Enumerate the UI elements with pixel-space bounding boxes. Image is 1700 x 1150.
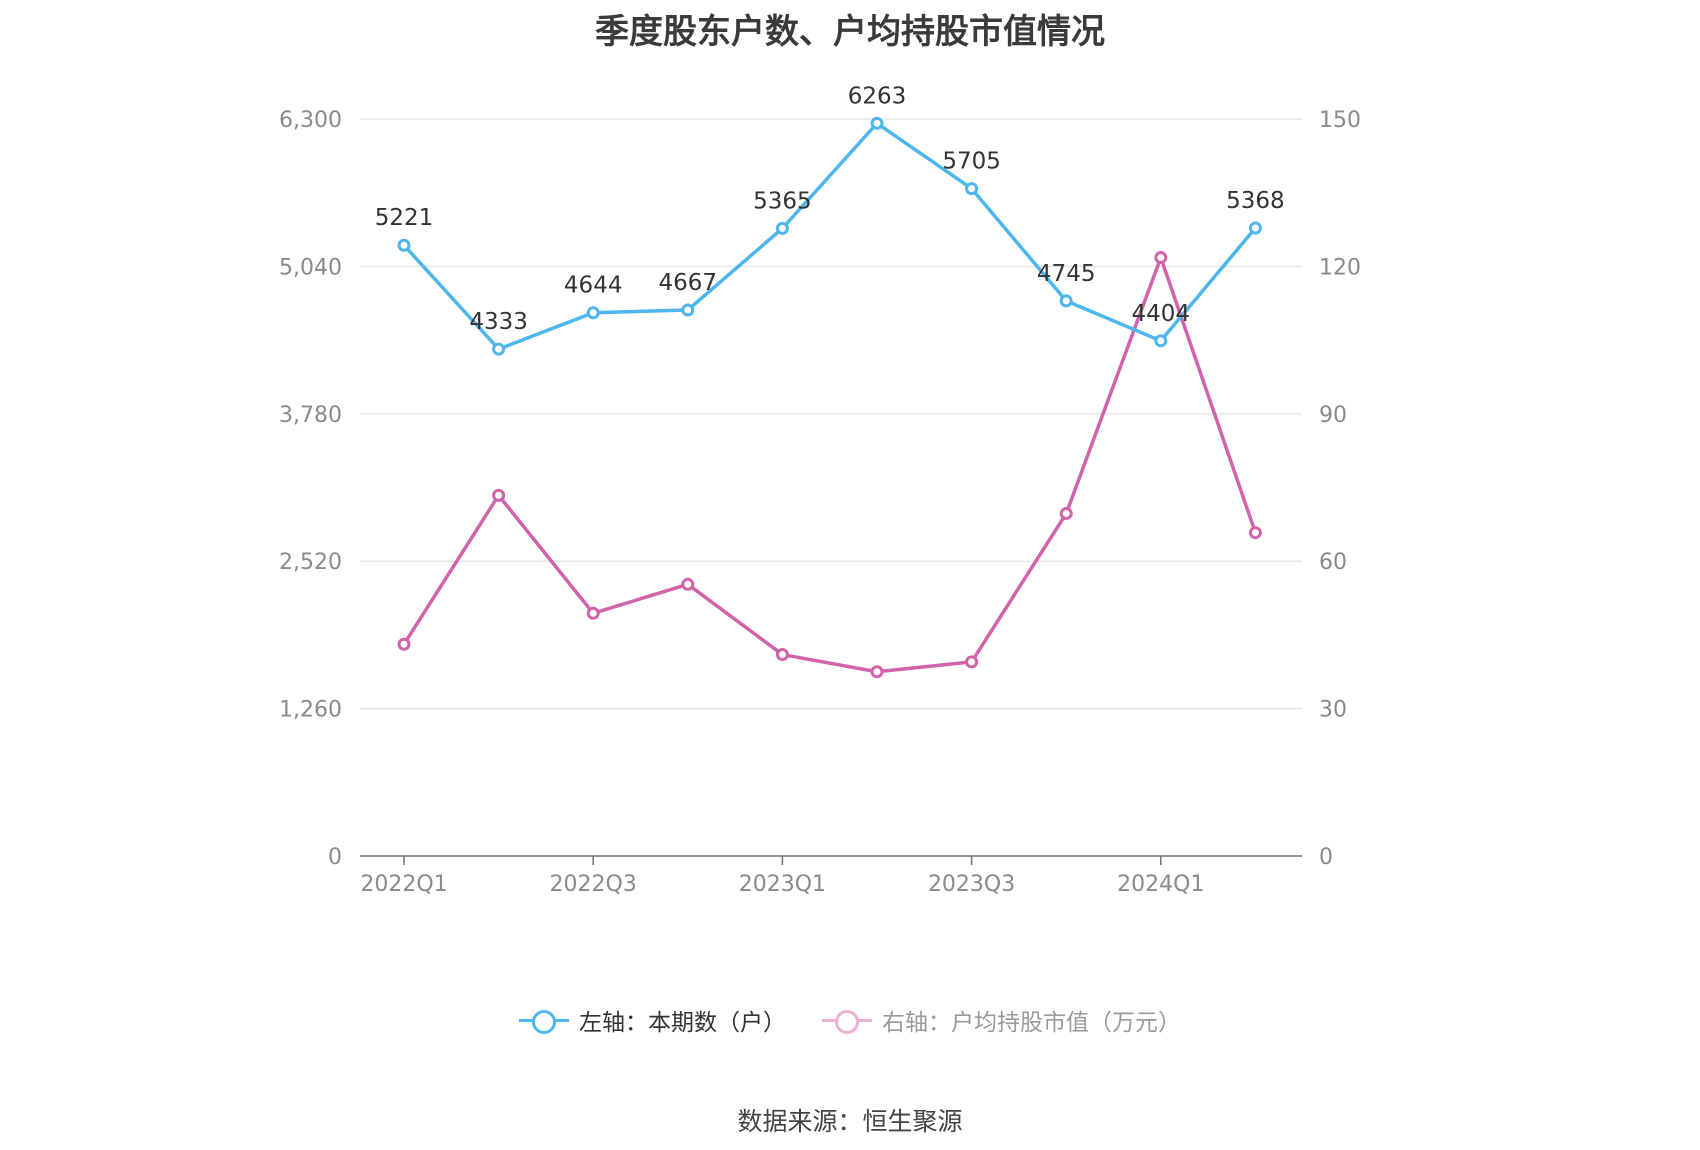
series-left-point [870, 116, 884, 130]
y-right-tick-label: 90 [1319, 403, 1347, 428]
data-label: 4404 [1132, 301, 1191, 327]
series-left-point [586, 306, 600, 320]
legend-line-icon [519, 1007, 569, 1034]
series-right-point [775, 648, 789, 662]
y-axis-right: 0 30 60 90 120 150 [1319, 108, 1361, 870]
y-axis-left: 0 1,260 2,520 3,780 5,040 6,300 [279, 108, 342, 870]
series-left-point [492, 342, 506, 356]
x-tick-label: 2023Q3 [928, 872, 1015, 897]
data-label: 5368 [1226, 188, 1285, 214]
series-right-point [397, 637, 411, 651]
y-right-tick-label: 0 [1319, 845, 1333, 870]
series-right-point [870, 665, 884, 679]
series-right-point [681, 577, 695, 591]
y-right-tick-label: 60 [1319, 550, 1347, 575]
series-right-line [402, 255, 1258, 674]
series-left-point [1248, 221, 1262, 235]
series-left-point [965, 182, 979, 196]
y-left-tick-label: 6,300 [279, 108, 342, 133]
data-label: 5221 [375, 205, 434, 231]
data-label: 4667 [659, 270, 718, 296]
y-right-tick-label: 120 [1319, 255, 1361, 280]
series-right-point [1059, 507, 1073, 521]
legend-label-left: 左轴：本期数（户） [579, 1010, 786, 1036]
y-right-tick-label: 30 [1319, 698, 1347, 723]
x-tick-label: 2023Q1 [739, 872, 826, 897]
y-left-tick-label: 0 [328, 845, 342, 870]
series-right-point [492, 488, 506, 502]
series-right-point [586, 606, 600, 620]
series-right-point [1248, 526, 1262, 540]
series-left-point [397, 238, 411, 252]
data-label: 5705 [942, 149, 1001, 175]
data-label: 4644 [564, 273, 623, 299]
legend-label-right: 右轴：户均持股市值（万元） [882, 1010, 1181, 1036]
legend-item-right[interactable]: 右轴：户均持股市值（万元） [822, 1003, 1181, 1037]
y-right-tick-label: 150 [1319, 108, 1361, 133]
chart-title: 季度股东户数、户均持股市值情况 [595, 12, 1105, 52]
x-axis: 2022Q1 2022Q3 2023Q1 2023Q3 2024Q1 [360, 855, 1302, 897]
series-layer [397, 116, 1262, 679]
data-label: 4333 [469, 309, 528, 335]
legend-item-left[interactable]: 左轴：本期数（户） [519, 1003, 786, 1037]
series-left-point [775, 221, 789, 235]
x-tick-label: 2022Q3 [550, 872, 637, 897]
data-label: 4745 [1037, 261, 1096, 287]
data-labels: 5221 4333 4644 4667 5365 6263 5705 4745 4404 5368 [375, 83, 1285, 335]
series-left-line [402, 121, 1257, 351]
y-left-tick-label: 1,260 [279, 698, 342, 723]
series-left-point [1059, 294, 1073, 308]
y-left-tick-label: 3,780 [279, 403, 342, 428]
series-right-point [965, 655, 979, 669]
y-left-tick-label: 2,520 [279, 550, 342, 575]
data-label: 6263 [848, 83, 907, 109]
series-right-point [1154, 251, 1168, 265]
series-left-point [1154, 334, 1168, 348]
legend-line-icon [822, 1007, 872, 1034]
series-left-point [681, 303, 695, 317]
data-label: 5365 [753, 188, 812, 214]
x-tick-label: 2024Q1 [1117, 872, 1204, 897]
data-source: 数据来源：恒生聚源 [737, 1107, 963, 1136]
grid-lines [360, 118, 1302, 710]
legend: 左轴：本期数（户） 右轴：户均持股市值（万元） [0, 1003, 1700, 1037]
y-left-tick-label: 5,040 [279, 255, 342, 280]
x-tick-label: 2022Q1 [360, 872, 447, 897]
